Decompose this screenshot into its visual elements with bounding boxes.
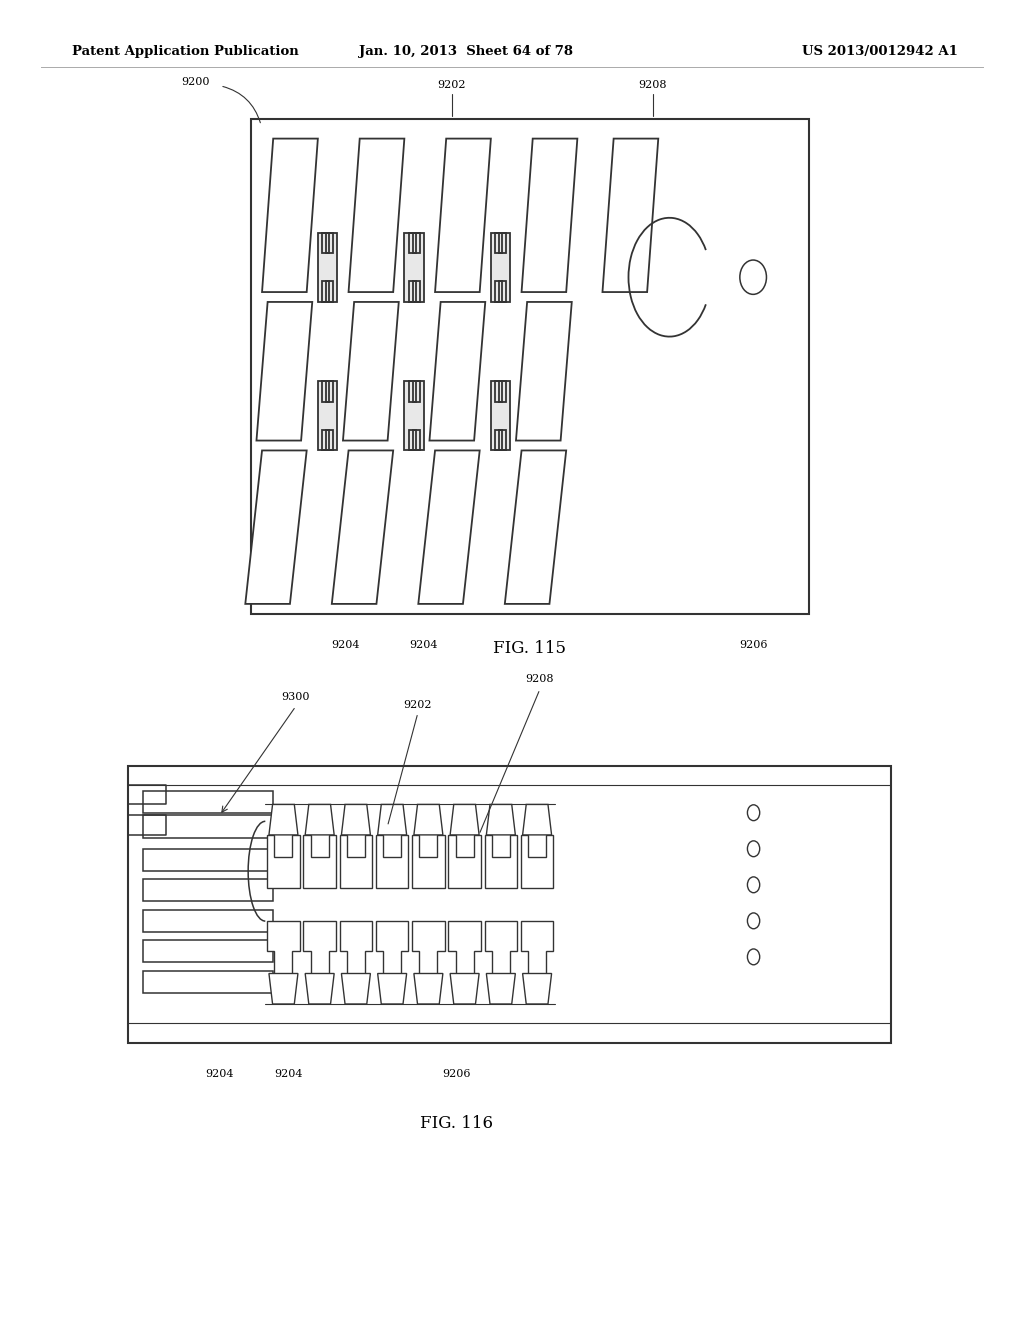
Circle shape xyxy=(739,260,766,294)
Polygon shape xyxy=(516,302,571,441)
Polygon shape xyxy=(269,974,298,1005)
Polygon shape xyxy=(341,974,371,1005)
Polygon shape xyxy=(376,836,409,887)
Polygon shape xyxy=(484,836,517,887)
Bar xyxy=(128,766,891,1043)
Polygon shape xyxy=(486,974,515,1005)
Polygon shape xyxy=(378,974,407,1005)
Circle shape xyxy=(748,949,760,965)
Polygon shape xyxy=(305,804,334,836)
Polygon shape xyxy=(429,302,485,441)
Text: 9204: 9204 xyxy=(274,1069,302,1080)
Circle shape xyxy=(748,876,760,892)
Polygon shape xyxy=(143,970,273,993)
Text: Patent Application Publication: Patent Application Publication xyxy=(72,45,298,58)
Circle shape xyxy=(748,841,760,857)
Polygon shape xyxy=(143,909,273,932)
Text: 9202: 9202 xyxy=(437,79,466,90)
Polygon shape xyxy=(412,836,444,887)
Polygon shape xyxy=(262,139,317,292)
Polygon shape xyxy=(451,974,479,1005)
Polygon shape xyxy=(490,381,510,450)
Text: Jan. 10, 2013  Sheet 64 of 78: Jan. 10, 2013 Sheet 64 of 78 xyxy=(359,45,572,58)
Polygon shape xyxy=(376,921,409,974)
Polygon shape xyxy=(340,921,372,974)
Polygon shape xyxy=(267,836,300,887)
Polygon shape xyxy=(522,804,552,836)
Circle shape xyxy=(748,913,760,929)
Polygon shape xyxy=(303,836,336,887)
Circle shape xyxy=(748,805,760,821)
Polygon shape xyxy=(602,139,658,292)
Polygon shape xyxy=(412,921,444,974)
Polygon shape xyxy=(269,804,298,836)
Polygon shape xyxy=(340,836,372,887)
Polygon shape xyxy=(451,804,479,836)
Polygon shape xyxy=(418,450,479,605)
Text: 9204: 9204 xyxy=(332,640,360,651)
Polygon shape xyxy=(348,139,404,292)
Bar xyxy=(251,119,809,614)
Text: 9206: 9206 xyxy=(739,640,767,651)
Text: FIG. 116: FIG. 116 xyxy=(420,1115,493,1133)
Polygon shape xyxy=(305,974,334,1005)
Text: 9208: 9208 xyxy=(638,79,667,90)
Polygon shape xyxy=(521,921,553,974)
Polygon shape xyxy=(449,921,481,974)
Polygon shape xyxy=(484,921,517,974)
Text: FIG. 115: FIG. 115 xyxy=(494,640,566,657)
Polygon shape xyxy=(143,879,273,902)
Polygon shape xyxy=(414,804,442,836)
Text: 9300: 9300 xyxy=(282,692,310,702)
Polygon shape xyxy=(378,804,407,836)
Polygon shape xyxy=(303,921,336,974)
Text: 9204: 9204 xyxy=(205,1069,233,1080)
Polygon shape xyxy=(414,974,442,1005)
Polygon shape xyxy=(343,302,398,441)
Polygon shape xyxy=(505,450,566,605)
Polygon shape xyxy=(317,381,337,450)
Polygon shape xyxy=(332,450,393,605)
Polygon shape xyxy=(143,791,273,813)
Polygon shape xyxy=(435,139,490,292)
Polygon shape xyxy=(317,232,337,302)
Polygon shape xyxy=(143,940,273,962)
Polygon shape xyxy=(404,232,424,302)
Text: US 2013/0012942 A1: US 2013/0012942 A1 xyxy=(802,45,957,58)
Polygon shape xyxy=(341,804,371,836)
Polygon shape xyxy=(522,974,552,1005)
Polygon shape xyxy=(143,816,273,838)
Text: 9206: 9206 xyxy=(441,1069,470,1080)
Polygon shape xyxy=(143,849,273,871)
Text: 9202: 9202 xyxy=(403,700,432,710)
Polygon shape xyxy=(404,381,424,450)
Polygon shape xyxy=(486,804,515,836)
Polygon shape xyxy=(449,836,481,887)
Text: 9204: 9204 xyxy=(410,640,438,651)
Polygon shape xyxy=(267,921,300,974)
Polygon shape xyxy=(246,450,307,605)
Text: 9200: 9200 xyxy=(181,77,210,87)
Polygon shape xyxy=(256,302,312,441)
Polygon shape xyxy=(490,232,510,302)
Polygon shape xyxy=(521,836,553,887)
Polygon shape xyxy=(521,139,578,292)
Text: 9208: 9208 xyxy=(525,673,554,684)
